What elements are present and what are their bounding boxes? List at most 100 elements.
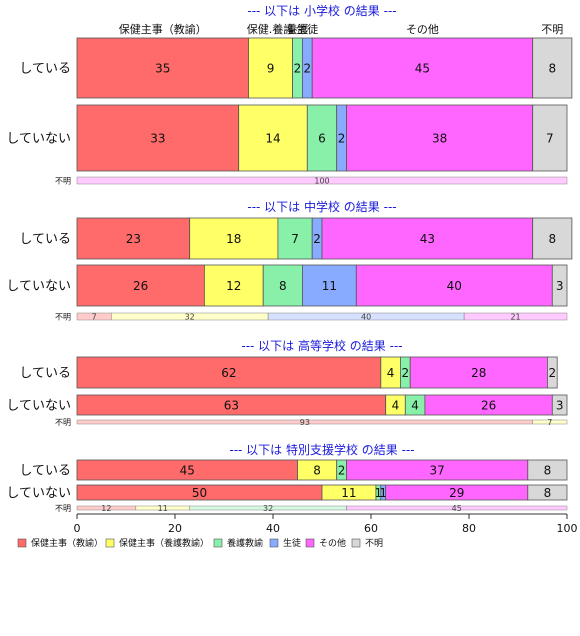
unknown-value-label: 32 [263, 504, 273, 513]
x-tick-label: 40 [266, 522, 280, 535]
legend-label: 保健主事（教諭） [31, 537, 103, 549]
bar-value-label: 3 [556, 279, 564, 293]
legend-label: 不明 [365, 538, 383, 549]
row-label-unknown: 不明 [55, 504, 71, 513]
unknown-bar-segment [532, 419, 568, 425]
bar-value-label: 4 [392, 399, 400, 413]
row-label: している [19, 464, 71, 479]
unknown-value-label: 40 [361, 313, 371, 322]
category-label-top: 生徒 [296, 22, 318, 36]
row-label: していない [6, 399, 71, 414]
bar-segment [277, 217, 313, 260]
bar-value-label: 8 [548, 232, 556, 246]
bar-value-label: 4 [411, 399, 419, 413]
bar-value-label: 35 [155, 62, 170, 76]
bar-segment [355, 264, 553, 307]
unknown-value-label: 7 [547, 418, 552, 427]
bar-value-label: 7 [291, 232, 299, 246]
bar-value-label: 6 [318, 132, 326, 146]
legend-swatch [213, 538, 223, 548]
x-tick-label: 100 [557, 522, 578, 535]
bar-value-label: 40 [447, 279, 462, 293]
row-label-unknown: 不明 [55, 313, 71, 322]
panel-title: --- 以下は 小学校 の結果 --- [247, 3, 396, 18]
category-label-top: 不明 [541, 23, 563, 36]
bar-value-label: 2 [548, 366, 556, 380]
bar-value-label: 33 [150, 132, 165, 146]
bar-value-label: 43 [420, 232, 435, 246]
bar-segment [238, 104, 308, 172]
bar-segment [527, 459, 568, 481]
bar-value-label: 11 [341, 486, 356, 500]
bar-value-label: 26 [481, 399, 496, 413]
bar-value-label: 26 [133, 279, 148, 293]
unknown-value-label: 100 [314, 177, 329, 186]
bar-segment [527, 484, 568, 501]
bar-segment [532, 217, 573, 260]
bar-value-label: 1 [379, 486, 387, 500]
category-label-top: 保健.養護 [247, 22, 295, 36]
legend-swatch [269, 538, 279, 548]
unknown-value-label: 21 [510, 313, 520, 322]
bar-value-label: 2 [401, 366, 409, 380]
bar-value-label: 2 [303, 62, 311, 76]
bar-value-label: 4 [387, 366, 395, 380]
bar-value-label: 29 [449, 486, 464, 500]
bar-value-label: 1 [375, 486, 383, 500]
bar-value-label: 8 [279, 279, 287, 293]
unknown-bar-segment [463, 312, 568, 321]
unknown-value-label: 11 [158, 504, 168, 513]
bar-segment [76, 37, 249, 99]
category-label-top: 養護 [287, 22, 309, 36]
legend-label: 養護教諭 [227, 537, 263, 549]
bar-segment [76, 217, 191, 260]
bar-segment [301, 264, 357, 307]
bar-segment [76, 104, 240, 172]
bar-value-label: 3 [556, 399, 564, 413]
bar-segment [311, 37, 534, 99]
bar-value-label: 7 [546, 132, 554, 146]
legend-label: 保健主事（養護教諭） [119, 537, 209, 549]
panel-title: --- 以下は 中学校 の結果 --- [247, 199, 396, 214]
bar-value-label: 38 [432, 132, 447, 146]
bar-value-label: 45 [415, 62, 430, 76]
unknown-bar-segment [76, 176, 568, 185]
bar-segment [346, 104, 534, 172]
unknown-bar-segment [346, 505, 568, 511]
bar-segment [321, 217, 534, 260]
unknown-value-label: 12 [101, 504, 111, 513]
row-label: している [19, 366, 71, 381]
bar-value-label: 2 [338, 464, 346, 478]
bar-value-label: 28 [471, 366, 486, 380]
bar-value-label: 18 [226, 232, 241, 246]
bar-segment [547, 356, 558, 389]
x-tick-label: 60 [364, 522, 378, 535]
row-label: している [19, 62, 71, 77]
bar-segment [306, 104, 338, 172]
bar-value-label: 2 [294, 62, 302, 76]
bar-value-label: 14 [265, 132, 280, 146]
bar-value-label: 8 [313, 464, 321, 478]
bar-value-label: 2 [338, 132, 346, 146]
legend-swatch [17, 538, 27, 548]
legend-label: 生徒 [283, 537, 301, 549]
row-label: していない [6, 486, 71, 501]
legend-swatch [351, 538, 361, 548]
x-tick-label: 0 [74, 522, 81, 535]
bar-segment [189, 217, 279, 260]
bar-value-label: 37 [430, 464, 445, 478]
unknown-value-label: 32 [185, 313, 195, 322]
bar-value-label: 8 [548, 62, 556, 76]
unknown-value-label: 45 [452, 504, 462, 513]
bar-segment [551, 394, 568, 416]
panel-title: --- 以下は 特別支援学校 の結果 --- [229, 442, 414, 457]
unknown-value-label: 93 [300, 418, 310, 427]
row-label: している [19, 232, 71, 247]
legend-swatch [305, 538, 315, 548]
bar-value-label: 23 [126, 232, 141, 246]
bar-segment [76, 264, 205, 307]
bar-segment [551, 264, 568, 307]
panel-title: --- 以下は 高等学校 の結果 --- [241, 338, 402, 353]
bar-value-label: 45 [180, 464, 195, 478]
